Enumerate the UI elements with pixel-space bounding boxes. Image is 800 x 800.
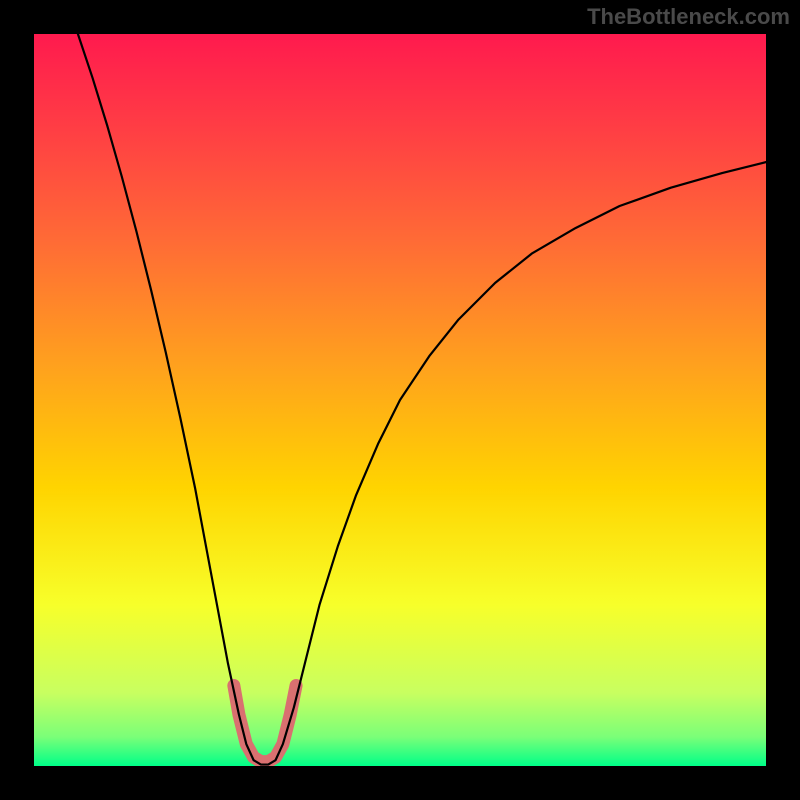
chart-plot-area [34, 34, 766, 766]
watermark-text: TheBottleneck.com [587, 4, 790, 30]
chart-svg [34, 34, 766, 766]
